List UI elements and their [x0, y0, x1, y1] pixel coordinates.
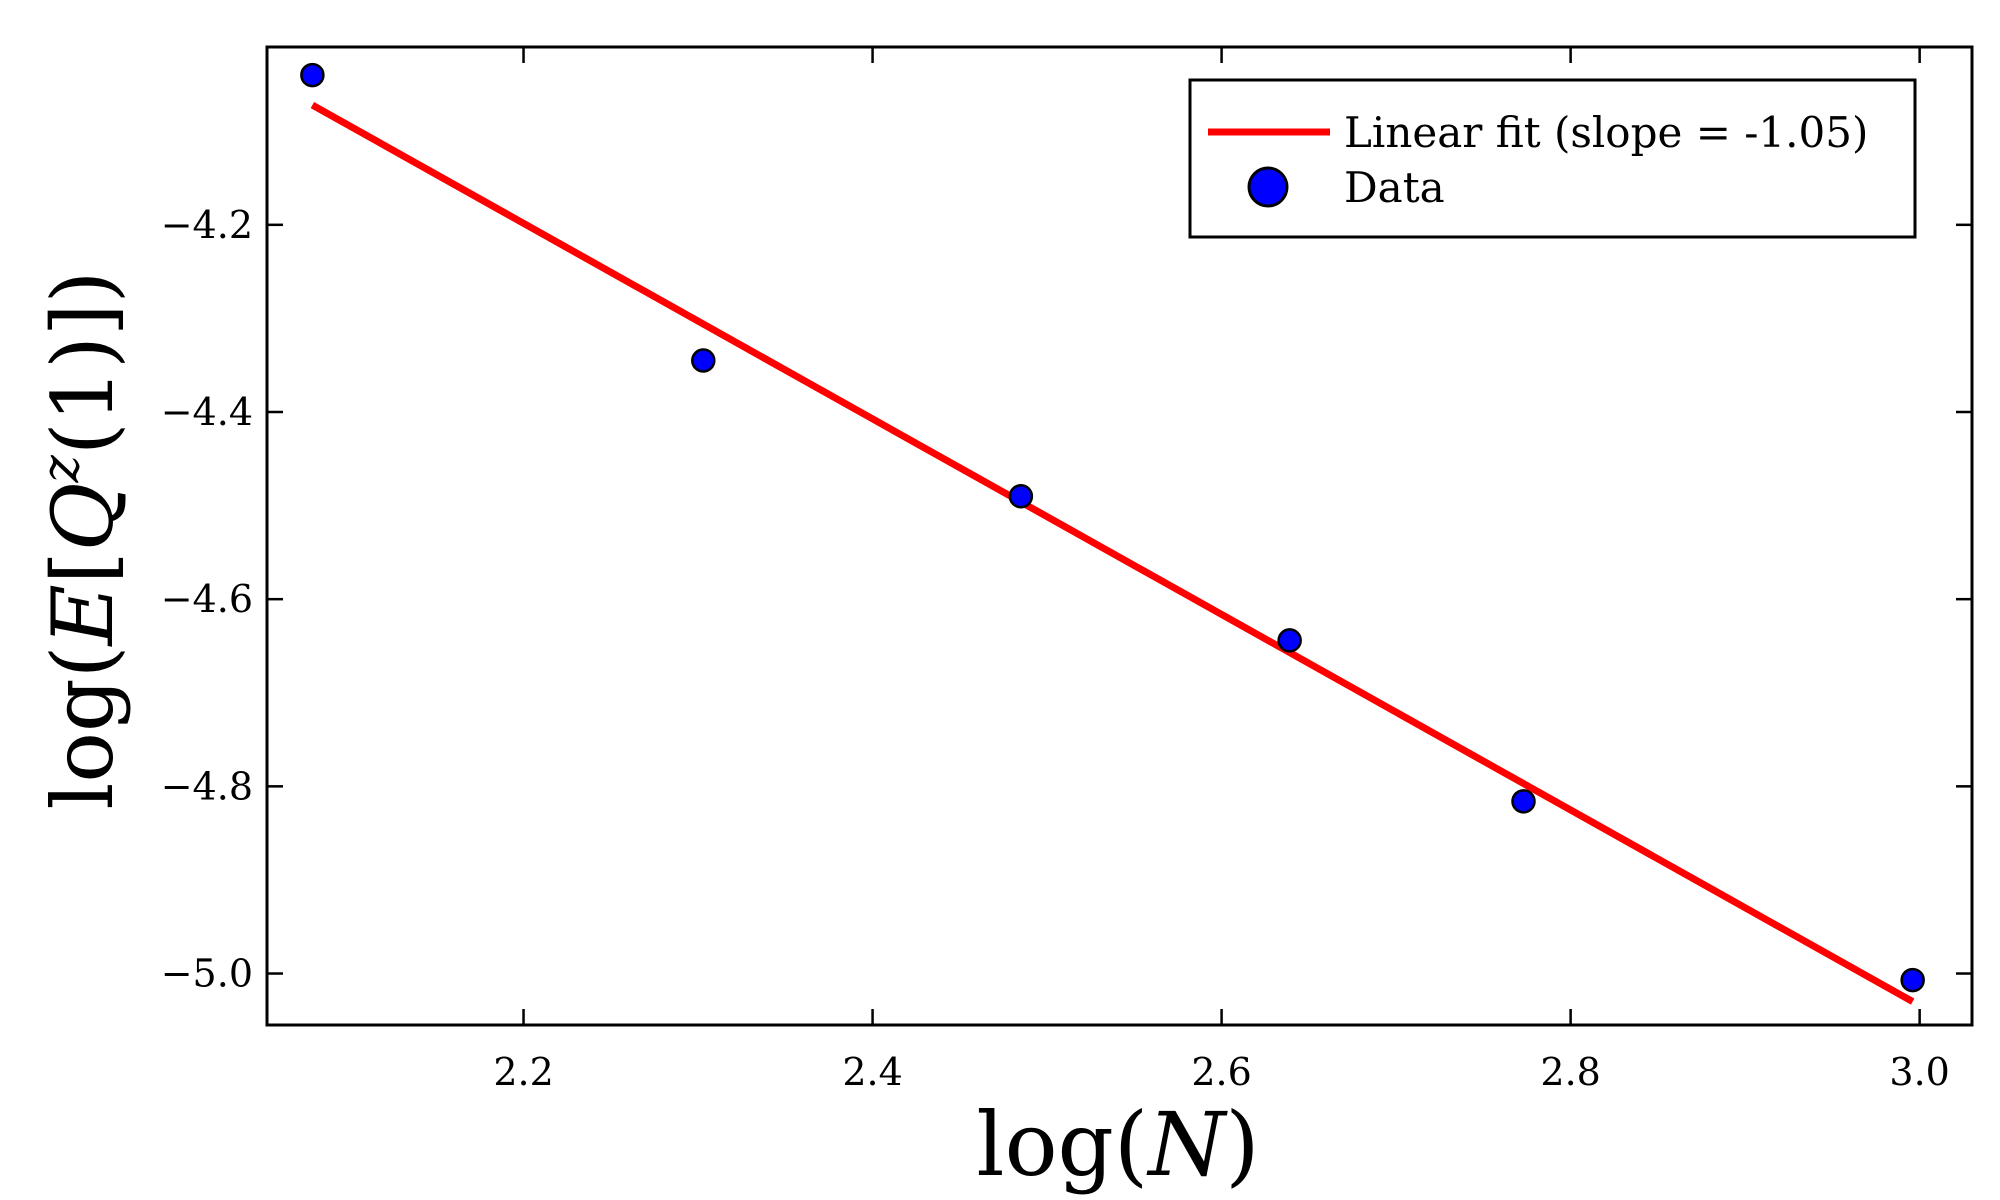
y-tick-label: −5.0 — [161, 952, 253, 996]
x-axis-title-variable: N — [1146, 1093, 1228, 1196]
x-tick-label: 2.2 — [493, 1050, 553, 1094]
legend-fit-label: Linear fit (slope = -1.05) — [1344, 108, 1868, 157]
x-axis-title-prefix: log( — [976, 1093, 1148, 1196]
y-axis-title-close: ]) — [34, 271, 132, 337]
y-axis-title-e: E — [34, 584, 132, 647]
legend-data-swatch — [1247, 166, 1289, 208]
fit-line — [310, 101, 1915, 1005]
y-axis-title-superscript: z — [31, 454, 91, 483]
y-axis-title-argument: (1) — [34, 336, 132, 455]
plot-frame — [265, 45, 1974, 1027]
y-tick-label: −4.6 — [161, 577, 253, 621]
y-axis-title-q: Q — [34, 482, 132, 551]
data-point — [1008, 483, 1034, 509]
y-tick-label: −4.8 — [161, 764, 253, 808]
x-tick-label: 3.0 — [1889, 1050, 1949, 1094]
data-point — [1900, 967, 1925, 993]
x-tick-label: 2.6 — [1191, 1050, 1251, 1094]
data-point — [1277, 628, 1302, 653]
y-tick-label: −4.4 — [161, 390, 253, 434]
x-tick-label: 2.8 — [1540, 1050, 1600, 1094]
y-axis-title-prefix: log( — [34, 645, 132, 809]
series-layer — [300, 62, 1925, 1005]
y-axis-title-open: [ — [34, 551, 132, 584]
x-axis-title: log(N) — [976, 1093, 1259, 1196]
x-axis-title-suffix: ) — [1225, 1093, 1259, 1196]
y-axis-title: log(E[Qz(1)]) — [31, 271, 132, 810]
x-axis-ticks: 2.2 2.4 2.6 2.8 3.0 — [493, 47, 1950, 1094]
legend: Linear fit (slope = -1.05) Data — [1188, 78, 1917, 239]
y-axis-ticks: −4.2 −4.4 −4.6 −4.8 −5.0 — [161, 203, 1972, 996]
y-tick-label: −4.2 — [161, 203, 253, 247]
data-point — [300, 62, 325, 88]
data-point — [691, 348, 716, 373]
data-point — [1511, 789, 1536, 814]
legend-data-label: Data — [1344, 163, 1445, 212]
legend-box — [1188, 78, 1917, 239]
x-tick-label: 2.4 — [842, 1050, 902, 1094]
